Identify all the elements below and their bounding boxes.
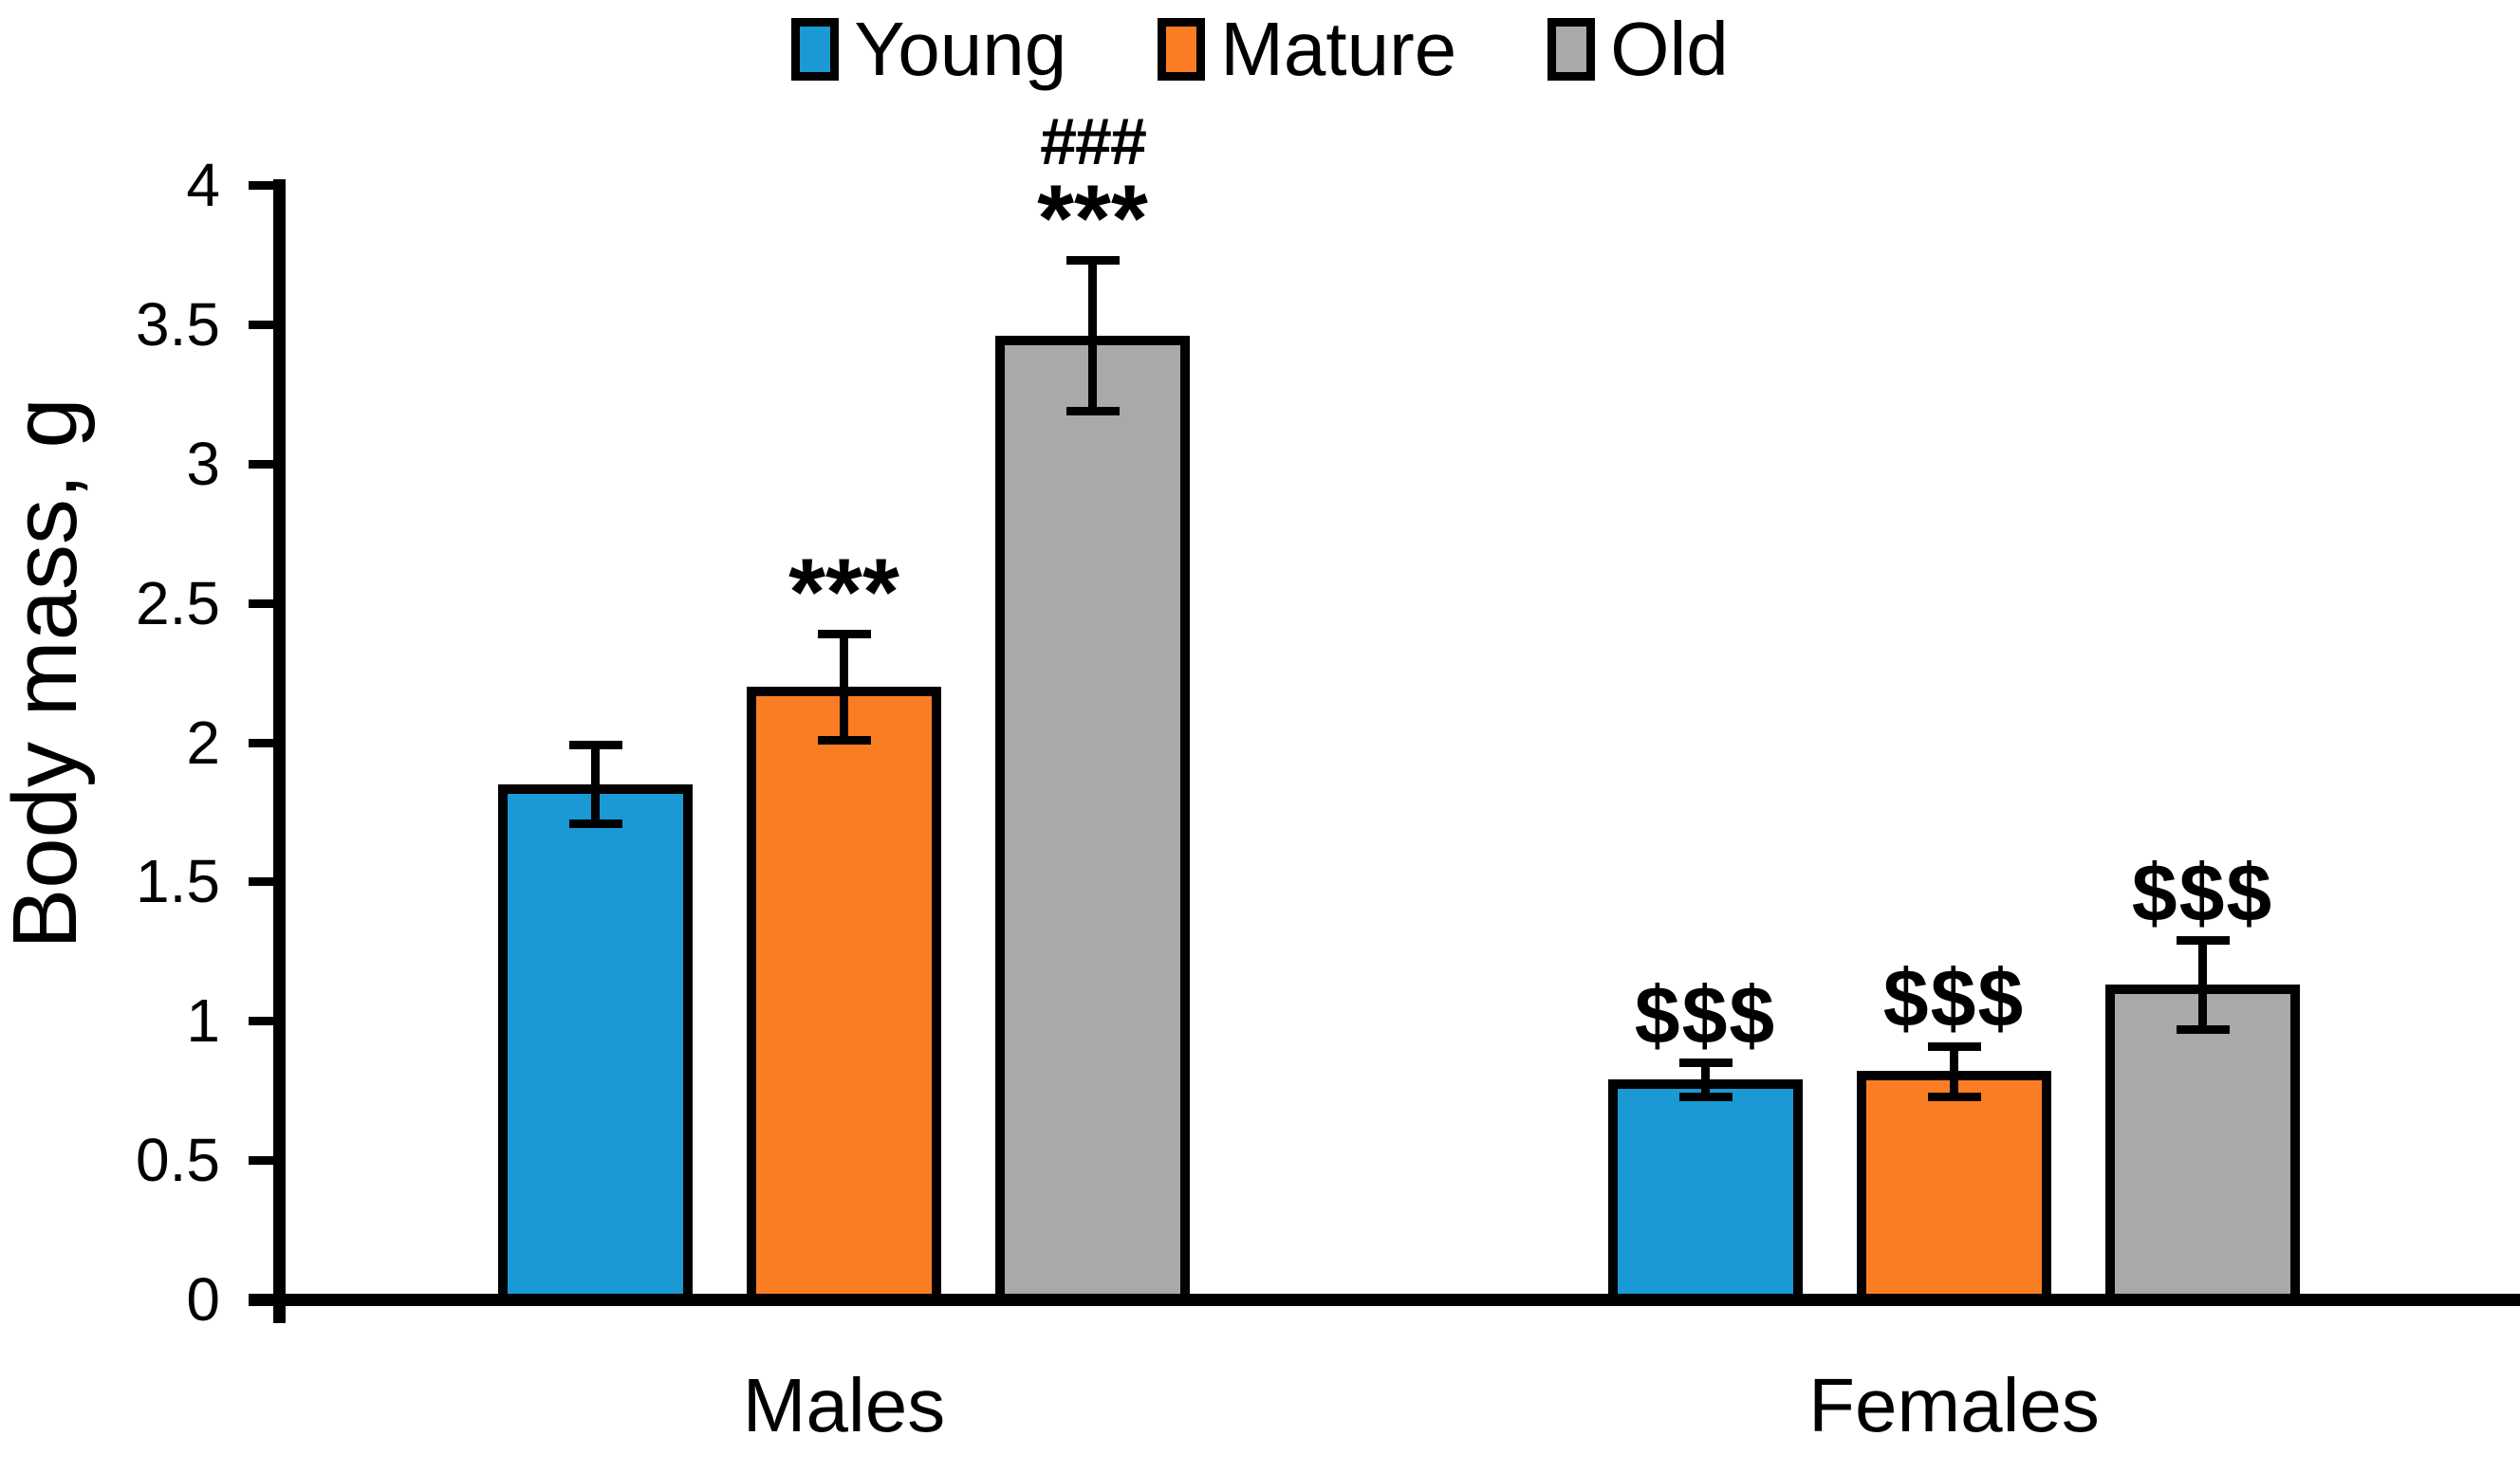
y-axis-tick [249, 181, 286, 190]
annotation-males-mature: *** [683, 543, 1006, 639]
y-axis-tick [249, 598, 286, 608]
legend-swatch-icon [791, 18, 840, 81]
y-tick-label: 3.5 [136, 289, 220, 359]
group-label-females: Females [1808, 1363, 2100, 1447]
error-bar-line [840, 633, 848, 740]
bar-females-young [1608, 1078, 1803, 1305]
error-bar-line [1088, 260, 1097, 411]
bar-males-mature [747, 686, 941, 1305]
annotation-text: $$$ [2131, 847, 2274, 939]
annotation-text: ### [1040, 103, 1147, 178]
annotation-females-young: $$$ [1545, 969, 1867, 1061]
annotation-females-old: $$$ [2042, 847, 2364, 939]
legend-item-old: Old [1547, 11, 1729, 87]
y-axis-tick [249, 459, 286, 469]
annotation-males-old: ### *** [932, 103, 1254, 267]
legend-label: Mature [1220, 7, 1457, 91]
y-axis-tick [249, 877, 286, 887]
y-axis-line [273, 179, 286, 1323]
legend: Young Mature Old [0, 4, 2520, 95]
y-tick-label: 1 [186, 986, 220, 1056]
bar-females-mature [1857, 1071, 2051, 1305]
y-tick-label: 4 [186, 151, 220, 219]
error-bar-cap [1678, 1059, 1732, 1068]
error-bar-line [591, 745, 600, 823]
bar-males-young [498, 783, 693, 1305]
y-axis-title: Body mass, g [0, 397, 96, 949]
annotation-females-mature: $$$ [1793, 953, 2116, 1045]
y-axis-tick [249, 1017, 286, 1026]
bar-males-old [995, 335, 1190, 1305]
y-axis-tick [249, 1156, 286, 1166]
annotation-text: $$$ [1882, 953, 2026, 1045]
y-axis-tick [249, 738, 286, 747]
legend-swatch-icon [1547, 18, 1596, 81]
error-bar-cap [568, 741, 622, 750]
error-bar-cap [817, 735, 871, 745]
y-axis-tick [249, 1296, 286, 1304]
y-tick-label: 2 [186, 708, 220, 777]
y-axis-tick [249, 320, 286, 329]
error-bar-line [1950, 1045, 1958, 1096]
y-tick-label: 1.5 [136, 847, 220, 916]
legend-label: Young [854, 7, 1067, 91]
error-bar-line [1701, 1062, 1710, 1096]
error-bar-line [2198, 940, 2207, 1030]
error-bar-cap [817, 629, 871, 638]
error-bar-cap [1927, 1092, 1981, 1101]
y-tick-label: 2.5 [136, 568, 220, 637]
legend-item-young: Young [791, 11, 1066, 87]
y-tick-label: 3 [186, 429, 220, 498]
error-bar-cap [2176, 1025, 2230, 1035]
error-bar-cap [1065, 406, 1120, 415]
x-axis-line [249, 1294, 2520, 1306]
y-tick-label: 0.5 [136, 1126, 220, 1195]
y-tick-label: 0 [186, 1265, 220, 1334]
error-bar-cap [2176, 936, 2230, 946]
legend-label: Old [1610, 7, 1729, 91]
annotation-text: *** [788, 539, 899, 646]
error-bar-cap [568, 819, 622, 828]
error-bar-cap [1927, 1041, 1981, 1051]
annotation-text: *** [1037, 165, 1148, 272]
error-bar-cap [1678, 1092, 1732, 1101]
legend-swatch-icon [1158, 18, 1206, 81]
legend-item-mature: Mature [1158, 11, 1456, 87]
error-bar-cap [1065, 256, 1120, 266]
group-label-males: Males [742, 1363, 946, 1447]
annotation-text: $$$ [1634, 969, 1777, 1061]
